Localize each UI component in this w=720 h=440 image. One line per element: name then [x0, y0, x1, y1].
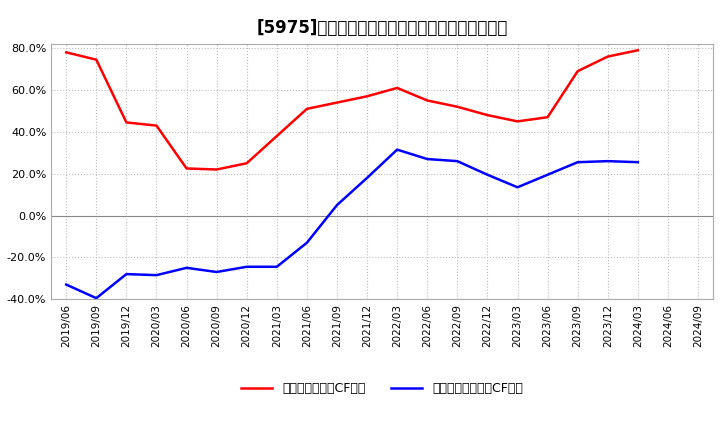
- Title: [5975]　有利子負債キャッシュフロー比率の推移: [5975] 有利子負債キャッシュフロー比率の推移: [256, 19, 508, 37]
- 有利子負債営業CF比率: [243, 161, 251, 166]
- 有利子負債営業CF比率: [62, 50, 71, 55]
- 有利子負債フリーCF比率: [483, 172, 492, 177]
- 有利子負債営業CF比率: [212, 167, 221, 172]
- 有利子負債営業CF比率: [483, 113, 492, 118]
- 有利子負債フリーCF比率: [272, 264, 281, 269]
- 有利子負債営業CF比率: [302, 106, 311, 111]
- 有利子負債フリーCF比率: [62, 282, 71, 287]
- 有利子負債フリーCF比率: [92, 296, 101, 301]
- 有利子負債フリーCF比率: [212, 269, 221, 275]
- 有利子負債フリーCF比率: [302, 240, 311, 246]
- 有利子負債フリーCF比率: [122, 271, 131, 277]
- 有利子負債フリーCF比率: [513, 185, 522, 190]
- 有利子負債営業CF比率: [393, 85, 402, 91]
- 有利子負債フリーCF比率: [423, 156, 431, 161]
- Legend: 有利子負債営業CF比率, 有利子負債フリーCF比率: 有利子負債営業CF比率, 有利子負債フリーCF比率: [236, 377, 528, 400]
- 有利子負債フリーCF比率: [333, 202, 341, 208]
- 有利子負債営業CF比率: [603, 54, 612, 59]
- 有利子負債フリーCF比率: [573, 160, 582, 165]
- 有利子負債営業CF比率: [634, 48, 642, 53]
- 有利子負債フリーCF比率: [363, 175, 372, 180]
- 有利子負債営業CF比率: [333, 100, 341, 105]
- 有利子負債フリーCF比率: [634, 160, 642, 165]
- 有利子負債フリーCF比率: [182, 265, 191, 271]
- 有利子負債営業CF比率: [122, 120, 131, 125]
- 有利子負債営業CF比率: [573, 69, 582, 74]
- Line: 有利子負債フリーCF比率: 有利子負債フリーCF比率: [66, 150, 638, 298]
- 有利子負債フリーCF比率: [453, 158, 462, 164]
- 有利子負債営業CF比率: [92, 57, 101, 62]
- 有利子負債営業CF比率: [513, 119, 522, 124]
- 有利子負債営業CF比率: [152, 123, 161, 128]
- 有利子負債営業CF比率: [453, 104, 462, 110]
- 有利子負債フリーCF比率: [152, 272, 161, 278]
- 有利子負債営業CF比率: [544, 114, 552, 120]
- 有利子負債営業CF比率: [423, 98, 431, 103]
- 有利子負債営業CF比率: [363, 94, 372, 99]
- 有利子負債フリーCF比率: [393, 147, 402, 152]
- 有利子負債営業CF比率: [272, 133, 281, 139]
- 有利子負債フリーCF比率: [544, 172, 552, 177]
- 有利子負債営業CF比率: [182, 166, 191, 171]
- 有利子負債フリーCF比率: [243, 264, 251, 269]
- 有利子負債フリーCF比率: [603, 158, 612, 164]
- Line: 有利子負債営業CF比率: 有利子負債営業CF比率: [66, 50, 638, 169]
